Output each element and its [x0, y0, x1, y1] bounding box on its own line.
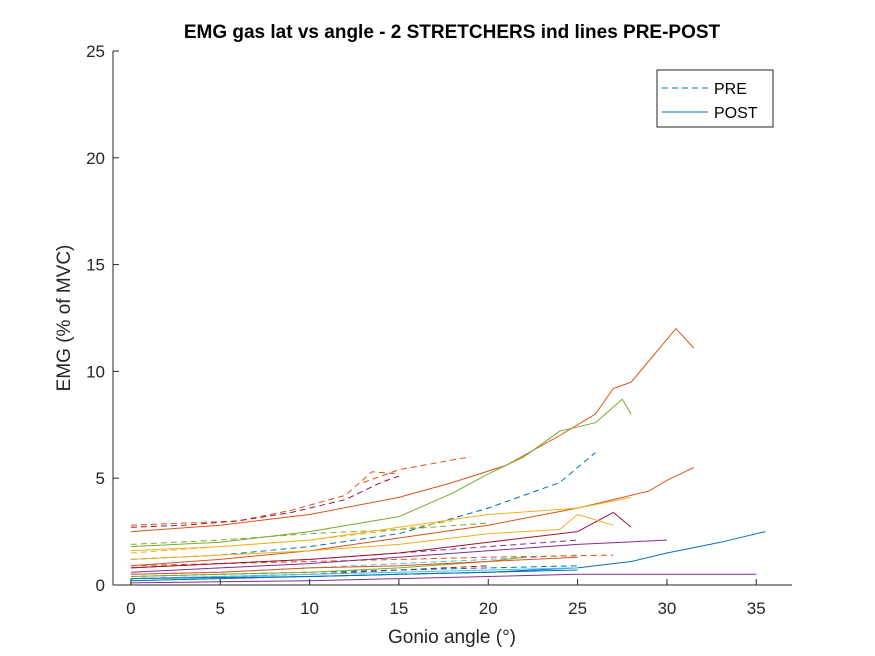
legend: PRE POST [656, 69, 774, 128]
series-line-post-17 [130, 514, 614, 560]
legend-label-pre: PRE [714, 81, 747, 98]
x-tick-label: 30 [657, 599, 676, 618]
axes: 0 5 10 15 20 25 30 35 0 5 10 15 20 25 [86, 42, 792, 618]
legend-label-post: POST [714, 105, 758, 122]
x-tick-label: 0 [126, 599, 135, 618]
y-tick-label: 15 [86, 256, 105, 275]
x-tick-label: 25 [568, 599, 587, 618]
x-tick-label: 5 [215, 599, 224, 618]
plot-area [130, 328, 766, 584]
chart-title: EMG gas lat vs angle - 2 STRETCHERS ind … [184, 22, 721, 43]
series-line-post-14 [130, 467, 694, 567]
series-line-pre-0 [130, 471, 399, 526]
y-tick-label: 25 [86, 42, 105, 61]
y-tick-label: 20 [86, 149, 105, 168]
y-axis-title: EMG (% of MVC) [54, 245, 75, 392]
y-tick-label: 0 [96, 576, 105, 595]
x-tick-label: 20 [479, 599, 498, 618]
series-line-pre-5 [130, 522, 489, 545]
x-tick-label: 35 [747, 599, 766, 618]
series-line-post-20 [130, 573, 757, 584]
y-tick-label: 10 [86, 362, 105, 381]
x-tick-label: 10 [300, 599, 319, 618]
series-line-pre-2 [363, 456, 471, 483]
y-tick-label: 5 [96, 469, 105, 488]
series-line-post-19 [130, 531, 766, 582]
series-line-post-24 [130, 569, 578, 580]
x-tick-label: 15 [389, 599, 408, 618]
series-line-post-12 [130, 328, 695, 533]
series-line-post-18 [130, 539, 667, 573]
x-axis-title: Gonio angle (°) [388, 627, 516, 648]
series-line-post-15 [130, 496, 632, 552]
series-line-post-13 [130, 398, 632, 548]
series-line-pre-1 [130, 475, 400, 528]
series-line-post-16 [130, 511, 632, 569]
legend-box [656, 69, 774, 128]
series-line-post-23 [130, 556, 578, 575]
series-line-post-21 [130, 567, 578, 580]
